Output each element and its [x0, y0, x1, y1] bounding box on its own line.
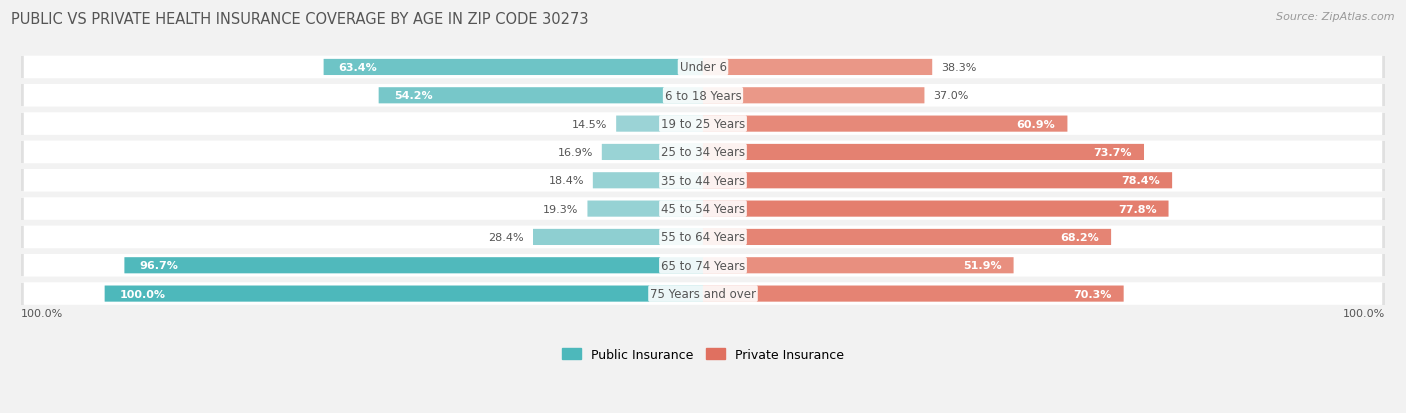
Text: 45 to 54 Years: 45 to 54 Years: [661, 203, 745, 216]
Text: 14.5%: 14.5%: [572, 119, 607, 129]
Text: 54.2%: 54.2%: [394, 91, 432, 101]
Bar: [21, 113, 1385, 135]
Bar: [21, 254, 1385, 277]
Text: 19.3%: 19.3%: [543, 204, 578, 214]
Bar: [21, 198, 1385, 220]
FancyBboxPatch shape: [124, 258, 703, 274]
FancyBboxPatch shape: [24, 141, 1382, 164]
FancyBboxPatch shape: [323, 60, 703, 76]
FancyBboxPatch shape: [24, 85, 1382, 107]
Legend: Public Insurance, Private Insurance: Public Insurance, Private Insurance: [557, 343, 849, 366]
FancyBboxPatch shape: [378, 88, 703, 104]
FancyBboxPatch shape: [703, 286, 1123, 302]
FancyBboxPatch shape: [703, 229, 1111, 245]
FancyBboxPatch shape: [703, 201, 1168, 217]
Text: 16.9%: 16.9%: [558, 147, 593, 157]
Bar: [21, 142, 1385, 164]
FancyBboxPatch shape: [703, 116, 1067, 132]
Text: 55 to 64 Years: 55 to 64 Years: [661, 231, 745, 244]
FancyBboxPatch shape: [24, 169, 1382, 192]
Text: 100.0%: 100.0%: [120, 289, 166, 299]
FancyBboxPatch shape: [104, 286, 703, 302]
Text: 100.0%: 100.0%: [21, 308, 63, 318]
Text: 19 to 25 Years: 19 to 25 Years: [661, 118, 745, 131]
Text: 77.8%: 77.8%: [1118, 204, 1157, 214]
Text: 28.4%: 28.4%: [488, 233, 524, 242]
FancyBboxPatch shape: [616, 116, 703, 132]
Bar: [21, 283, 1385, 305]
Text: 60.9%: 60.9%: [1017, 119, 1056, 129]
Text: PUBLIC VS PRIVATE HEALTH INSURANCE COVERAGE BY AGE IN ZIP CODE 30273: PUBLIC VS PRIVATE HEALTH INSURANCE COVER…: [11, 12, 589, 27]
FancyBboxPatch shape: [593, 173, 703, 189]
FancyBboxPatch shape: [703, 88, 925, 104]
FancyBboxPatch shape: [703, 145, 1144, 161]
FancyBboxPatch shape: [703, 60, 932, 76]
Text: 37.0%: 37.0%: [934, 91, 969, 101]
Text: Under 6: Under 6: [679, 61, 727, 74]
Text: 63.4%: 63.4%: [339, 63, 377, 73]
Bar: [21, 226, 1385, 248]
Bar: [21, 57, 1385, 79]
FancyBboxPatch shape: [24, 57, 1382, 79]
Text: 35 to 44 Years: 35 to 44 Years: [661, 174, 745, 188]
FancyBboxPatch shape: [24, 226, 1382, 249]
FancyBboxPatch shape: [703, 258, 1014, 274]
Text: 6 to 18 Years: 6 to 18 Years: [665, 90, 741, 102]
Text: 51.9%: 51.9%: [963, 261, 1001, 271]
Text: Source: ZipAtlas.com: Source: ZipAtlas.com: [1277, 12, 1395, 22]
Text: 96.7%: 96.7%: [139, 261, 179, 271]
Text: 78.4%: 78.4%: [1122, 176, 1160, 186]
FancyBboxPatch shape: [588, 201, 703, 217]
Text: 75 Years and over: 75 Years and over: [650, 287, 756, 300]
Text: 68.2%: 68.2%: [1060, 233, 1099, 242]
FancyBboxPatch shape: [602, 145, 703, 161]
Text: 38.3%: 38.3%: [941, 63, 977, 73]
Text: 100.0%: 100.0%: [1343, 308, 1385, 318]
FancyBboxPatch shape: [24, 113, 1382, 135]
FancyBboxPatch shape: [533, 229, 703, 245]
Text: 18.4%: 18.4%: [548, 176, 583, 186]
Text: 70.3%: 70.3%: [1073, 289, 1112, 299]
Text: 25 to 34 Years: 25 to 34 Years: [661, 146, 745, 159]
Bar: [21, 85, 1385, 107]
FancyBboxPatch shape: [24, 282, 1382, 305]
Text: 65 to 74 Years: 65 to 74 Years: [661, 259, 745, 272]
FancyBboxPatch shape: [703, 173, 1173, 189]
Text: 73.7%: 73.7%: [1094, 147, 1132, 157]
Bar: [21, 170, 1385, 192]
FancyBboxPatch shape: [24, 198, 1382, 221]
FancyBboxPatch shape: [24, 254, 1382, 277]
